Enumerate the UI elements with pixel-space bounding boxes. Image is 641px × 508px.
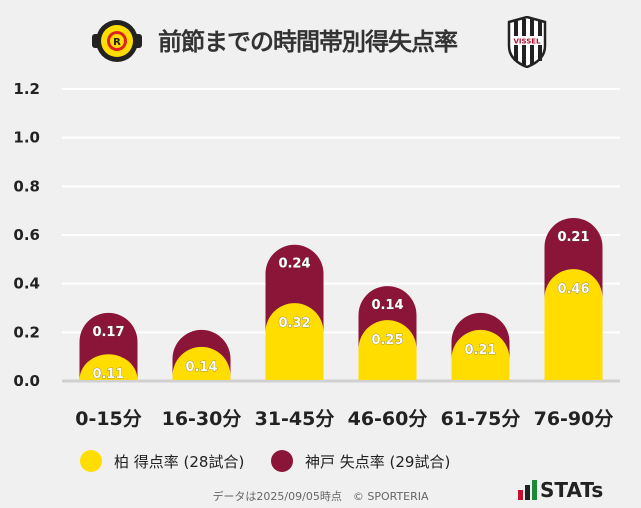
x-tick-label: 31-45分 [255, 408, 335, 430]
data-label-kashiwa: 0.32 [278, 316, 310, 331]
legend-item-kobe: 神戸 失点率 (29試合) [271, 450, 450, 472]
y-tick-label: 0.4 [13, 275, 40, 293]
legend-item-kashiwa: 柏 得点率 (28試合) [80, 450, 244, 472]
bar-kashiwa [79, 354, 138, 380]
stacked-bar-chart: 0.0 0.2 0.4 0.6 0.8 1.0 1.2 0.11 0.17 0-15分 0.14 16… [13, 80, 620, 430]
y-tick-label: 1.2 [13, 80, 40, 98]
legend-label: 神戸 失点率 (29試合) [305, 452, 451, 471]
data-label-kobe: 0.24 [278, 257, 310, 272]
legend-swatch-maroon [271, 450, 293, 472]
svg-text:R: R [113, 37, 121, 48]
footer-note: データは2025/09/05時点 © SPORTERIA [212, 490, 429, 503]
x-tick-label: 16-30分 [162, 408, 242, 430]
x-tick-label: 0-15分 [75, 408, 142, 430]
legend-label: 柏 得点率 (28試合) [114, 452, 245, 471]
data-label-kobe: 0.17 [92, 325, 124, 340]
kashiwa-logo: R [92, 16, 142, 70]
data-label-kashiwa: 0.14 [185, 360, 217, 375]
y-tick-label: 1.0 [13, 129, 40, 147]
svg-text:VISSEL: VISSEL [513, 38, 541, 46]
x-tick-label: 46-60分 [348, 408, 428, 430]
data-label-kashiwa: 0.11 [92, 367, 124, 382]
y-tick-label: 0.6 [13, 226, 40, 244]
vissel-logo: VISSEL [507, 15, 547, 72]
stats-brand: STATs [518, 478, 603, 502]
data-label-kobe: 0.21 [557, 230, 589, 245]
bar-kashiwa [172, 346, 231, 380]
data-label-kashiwa: 0.25 [371, 333, 403, 348]
chart-title: 前節までの時間帯別得失点率 [158, 28, 458, 56]
data-label-kashiwa: 0.46 [557, 282, 589, 297]
y-tick-label: 0.2 [13, 323, 40, 341]
bar-kashiwa [451, 329, 510, 380]
data-label-kashiwa: 0.21 [464, 343, 496, 358]
x-tick-label: 61-75分 [441, 408, 521, 430]
bar-kashiwa [358, 320, 417, 380]
y-tick-label: 0.8 [13, 177, 40, 195]
bar-kashiwa [265, 303, 324, 380]
x-tick-label: 76-90分 [534, 408, 614, 430]
legend-swatch-yellow [80, 450, 102, 472]
data-label-kobe: 0.14 [371, 298, 403, 313]
stats-logo-icon [518, 480, 537, 500]
y-tick-label: 0.0 [13, 372, 40, 390]
bar-kashiwa [544, 269, 603, 380]
